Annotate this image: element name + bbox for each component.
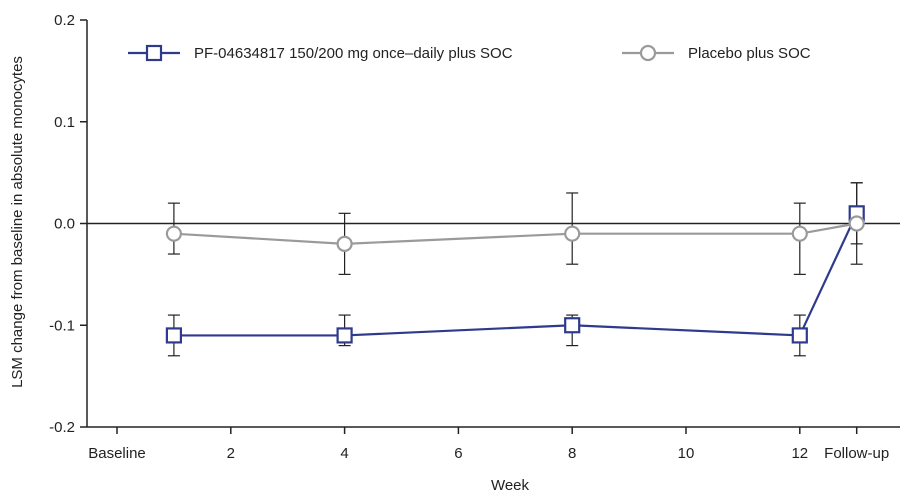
legend-marker-square (145, 44, 163, 62)
data-point-square (564, 317, 581, 334)
y-tick-label: 0.1 (54, 114, 75, 131)
error-bars (167, 182, 863, 357)
data-point-circle (848, 215, 865, 232)
x-tick-label: 8 (568, 445, 576, 462)
data-point-square (165, 327, 182, 344)
axes: 0.2 0.1 0.0 -0.1 -0.2 Baseline 2 4 6 8 10 12 Follow-… (49, 12, 900, 462)
y-axis-label: LSM change from baseline in absolute mon… (9, 56, 26, 388)
data-point-circle (165, 225, 182, 242)
y-tick-label: 0.0 (54, 216, 75, 233)
x-tick-label: 12 (791, 445, 808, 462)
x-tick-label: Baseline (88, 445, 146, 462)
legend-marker-circle (639, 44, 657, 62)
data-point-circle (791, 225, 808, 242)
data-point-square (336, 327, 353, 344)
legend-label-1: Placebo plus SOC (688, 45, 811, 62)
legend: PF-04634817 150/200 mg once–daily plus S… (128, 44, 811, 62)
series-lines (173, 212, 858, 337)
series-markers (165, 205, 865, 344)
series-line-0 (173, 212, 858, 337)
x-tick-label: Follow-up (824, 445, 889, 462)
legend-label-0: PF-04634817 150/200 mg once–daily plus S… (194, 45, 513, 62)
data-point-square (791, 327, 808, 344)
data-point-circle (564, 225, 581, 242)
x-axis-label: Week (491, 477, 530, 494)
x-tick-label: 2 (227, 445, 235, 462)
series-line-1 (173, 222, 857, 245)
x-tick-label: 6 (454, 445, 462, 462)
x-tick-label: 4 (340, 445, 348, 462)
y-tick-label: -0.1 (49, 317, 75, 334)
x-tick-label: 10 (678, 445, 695, 462)
y-tick-label: 0.2 (54, 12, 75, 29)
y-tick-label: -0.2 (49, 419, 75, 436)
data-point-circle (336, 235, 353, 252)
